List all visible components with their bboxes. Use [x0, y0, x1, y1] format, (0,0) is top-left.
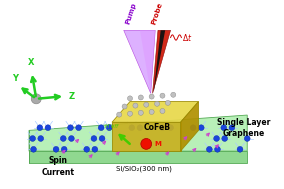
Circle shape [106, 125, 112, 131]
Circle shape [61, 146, 67, 152]
Polygon shape [29, 151, 247, 163]
Circle shape [165, 100, 170, 105]
Circle shape [45, 125, 51, 131]
Polygon shape [181, 101, 199, 151]
Circle shape [198, 125, 204, 131]
Circle shape [128, 111, 133, 116]
Circle shape [206, 146, 212, 152]
Circle shape [122, 104, 127, 109]
Circle shape [84, 146, 90, 152]
Circle shape [53, 146, 59, 152]
Text: Single Layer
Graphene: Single Layer Graphene [217, 118, 270, 138]
Text: Si/SiO₂(300 nm): Si/SiO₂(300 nm) [116, 166, 172, 172]
Circle shape [149, 94, 154, 99]
Text: CoFeB: CoFeB [143, 123, 171, 132]
Circle shape [160, 93, 165, 98]
Circle shape [229, 125, 235, 131]
Circle shape [60, 136, 66, 141]
Polygon shape [112, 101, 199, 122]
Text: X: X [28, 58, 34, 67]
Circle shape [168, 125, 174, 131]
Circle shape [31, 94, 41, 104]
Polygon shape [112, 122, 181, 151]
Circle shape [38, 136, 44, 141]
Circle shape [68, 136, 74, 141]
Circle shape [154, 101, 160, 106]
Circle shape [190, 125, 196, 131]
Circle shape [160, 125, 165, 131]
Circle shape [99, 136, 105, 141]
Circle shape [129, 125, 135, 131]
Circle shape [144, 102, 149, 107]
Circle shape [171, 92, 176, 97]
Polygon shape [153, 30, 171, 93]
Circle shape [149, 109, 154, 114]
Text: M: M [154, 141, 161, 147]
Circle shape [138, 110, 143, 115]
Text: H_eff: H_eff [105, 124, 119, 129]
Polygon shape [29, 115, 247, 151]
Text: Y: Y [12, 74, 18, 83]
Circle shape [37, 125, 43, 131]
Text: $\Delta t$: $\Delta t$ [182, 32, 193, 43]
Polygon shape [140, 30, 155, 93]
Circle shape [91, 136, 97, 141]
Circle shape [138, 95, 143, 100]
Circle shape [133, 103, 138, 108]
Circle shape [30, 136, 36, 141]
Circle shape [160, 108, 165, 114]
Text: Z: Z [69, 92, 75, 101]
Circle shape [214, 136, 220, 141]
Circle shape [221, 125, 227, 131]
Circle shape [31, 146, 36, 152]
Circle shape [98, 125, 104, 131]
Polygon shape [124, 30, 155, 93]
Circle shape [137, 125, 143, 131]
Circle shape [244, 136, 250, 141]
Text: Spin
Current: Spin Current [41, 156, 74, 177]
Circle shape [222, 136, 227, 141]
Text: Pump: Pump [125, 2, 137, 25]
Circle shape [68, 125, 73, 131]
Circle shape [92, 146, 98, 152]
Circle shape [141, 139, 152, 149]
Circle shape [128, 96, 133, 101]
Circle shape [237, 146, 243, 152]
Polygon shape [153, 30, 165, 93]
Circle shape [215, 146, 220, 152]
Circle shape [76, 125, 82, 131]
Circle shape [117, 112, 122, 117]
Text: Probe: Probe [151, 1, 164, 25]
